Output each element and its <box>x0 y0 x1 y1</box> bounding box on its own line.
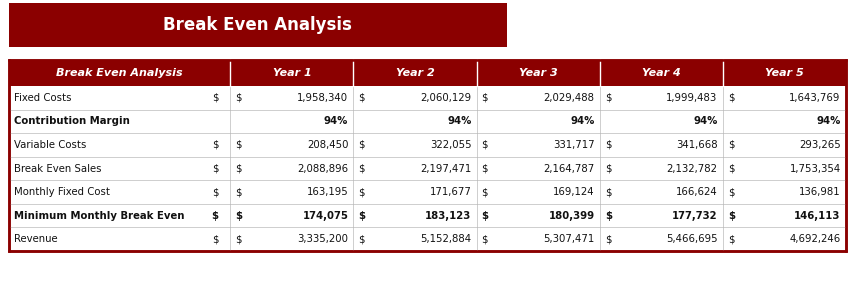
Text: $: $ <box>235 187 242 197</box>
FancyBboxPatch shape <box>8 60 846 251</box>
FancyBboxPatch shape <box>8 60 846 86</box>
Text: 1,958,340: 1,958,340 <box>298 93 348 103</box>
Text: 341,668: 341,668 <box>676 140 717 150</box>
Text: 2,132,782: 2,132,782 <box>666 164 717 174</box>
Text: $: $ <box>728 187 734 197</box>
Text: $: $ <box>728 211 735 221</box>
Text: 1,643,769: 1,643,769 <box>790 93 841 103</box>
Text: $: $ <box>482 187 488 197</box>
Text: 146,113: 146,113 <box>794 211 841 221</box>
Text: $: $ <box>235 234 242 244</box>
Text: $: $ <box>212 211 218 221</box>
Text: Contribution Margin: Contribution Margin <box>14 116 130 126</box>
Text: 331,717: 331,717 <box>552 140 594 150</box>
Text: $: $ <box>235 93 242 103</box>
Text: $: $ <box>604 140 611 150</box>
Text: Year 3: Year 3 <box>518 68 558 78</box>
Text: $: $ <box>359 187 365 197</box>
Text: Year 4: Year 4 <box>642 68 681 78</box>
Text: 4,692,246: 4,692,246 <box>790 234 841 244</box>
Text: $: $ <box>235 140 242 150</box>
FancyBboxPatch shape <box>8 3 507 47</box>
Text: $: $ <box>482 164 488 174</box>
Text: 183,123: 183,123 <box>425 211 472 221</box>
Text: $: $ <box>235 164 242 174</box>
Text: 94%: 94% <box>694 116 717 126</box>
Text: $: $ <box>728 140 734 150</box>
Text: $: $ <box>604 93 611 103</box>
Text: 1,999,483: 1,999,483 <box>666 93 717 103</box>
Text: $: $ <box>212 187 218 197</box>
Text: $: $ <box>604 164 611 174</box>
Text: 163,195: 163,195 <box>307 187 348 197</box>
Text: 5,307,471: 5,307,471 <box>543 234 594 244</box>
Text: 94%: 94% <box>816 116 841 126</box>
Text: $: $ <box>482 234 488 244</box>
Text: $: $ <box>604 211 612 221</box>
Text: 2,197,471: 2,197,471 <box>420 164 472 174</box>
Text: 94%: 94% <box>324 116 348 126</box>
Text: $: $ <box>482 140 488 150</box>
Text: 177,732: 177,732 <box>672 211 717 221</box>
Text: Variable Costs: Variable Costs <box>14 140 87 150</box>
Text: 2,088,896: 2,088,896 <box>298 164 348 174</box>
Text: 94%: 94% <box>447 116 472 126</box>
Text: 208,450: 208,450 <box>307 140 348 150</box>
Text: 2,164,787: 2,164,787 <box>543 164 594 174</box>
Text: $: $ <box>359 211 366 221</box>
Text: 180,399: 180,399 <box>548 211 594 221</box>
Text: 5,466,695: 5,466,695 <box>666 234 717 244</box>
Text: $: $ <box>482 93 488 103</box>
Text: $: $ <box>359 93 365 103</box>
Text: $: $ <box>359 140 365 150</box>
Text: $: $ <box>235 211 242 221</box>
Text: Fixed Costs: Fixed Costs <box>14 93 72 103</box>
Text: $: $ <box>212 234 218 244</box>
Text: $: $ <box>212 164 218 174</box>
Text: $: $ <box>728 93 734 103</box>
Text: $: $ <box>728 164 734 174</box>
Text: 293,265: 293,265 <box>799 140 841 150</box>
Text: 3,335,200: 3,335,200 <box>298 234 348 244</box>
Text: 171,677: 171,677 <box>429 187 472 197</box>
Text: $: $ <box>212 140 218 150</box>
Text: 322,055: 322,055 <box>430 140 472 150</box>
Text: 5,152,884: 5,152,884 <box>420 234 472 244</box>
Text: Revenue: Revenue <box>14 234 58 244</box>
Text: 174,075: 174,075 <box>303 211 348 221</box>
Text: $: $ <box>359 164 365 174</box>
Text: Year 1: Year 1 <box>273 68 311 78</box>
Text: Break Even Sales: Break Even Sales <box>14 164 102 174</box>
Text: $: $ <box>359 234 365 244</box>
Text: Monthly Fixed Cost: Monthly Fixed Cost <box>14 187 110 197</box>
Text: Break Even Analysis: Break Even Analysis <box>163 16 352 34</box>
Text: Year 5: Year 5 <box>765 68 803 78</box>
Text: 2,029,488: 2,029,488 <box>543 93 594 103</box>
Text: 136,981: 136,981 <box>799 187 841 197</box>
Text: 1,753,354: 1,753,354 <box>790 164 841 174</box>
Text: 94%: 94% <box>570 116 594 126</box>
Text: 166,624: 166,624 <box>676 187 717 197</box>
Text: Minimum Monthly Break Even: Minimum Monthly Break Even <box>14 211 185 221</box>
Text: 169,124: 169,124 <box>552 187 594 197</box>
Text: $: $ <box>604 234 611 244</box>
Text: Break Even Analysis: Break Even Analysis <box>56 68 183 78</box>
Text: 2,060,129: 2,060,129 <box>420 93 472 103</box>
Text: $: $ <box>482 211 489 221</box>
Text: $: $ <box>728 234 734 244</box>
Text: Year 2: Year 2 <box>395 68 434 78</box>
Text: $: $ <box>212 93 218 103</box>
Text: $: $ <box>604 187 611 197</box>
